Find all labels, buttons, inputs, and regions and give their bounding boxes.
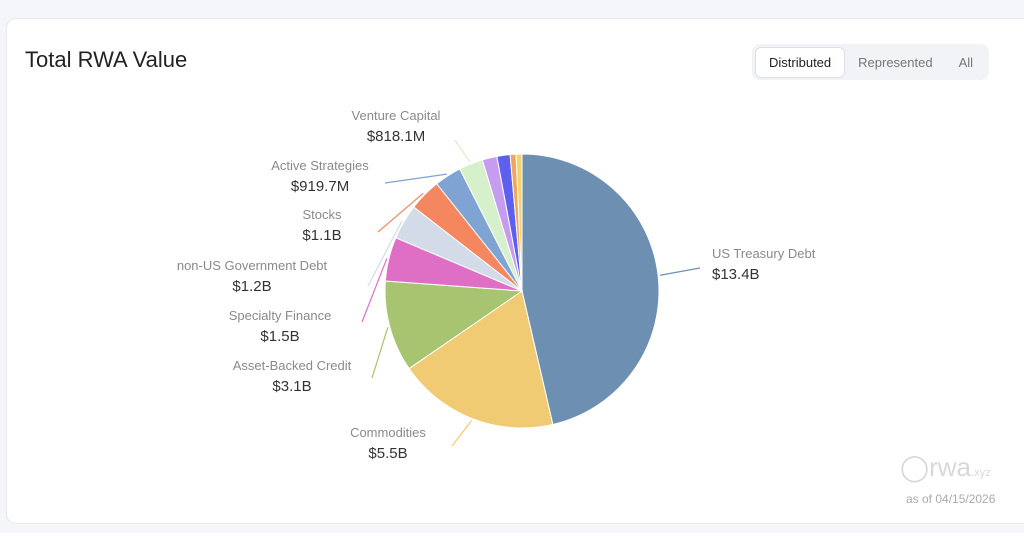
toggle-button[interactable]: All bbox=[958, 54, 974, 70]
slice-value-label: $1.5B bbox=[260, 328, 299, 345]
leader-line bbox=[371, 327, 389, 379]
toggle-button[interactable]: Represented bbox=[858, 54, 933, 70]
slice-label: Stocks bbox=[302, 207, 342, 222]
slice-label: Commodities bbox=[350, 425, 426, 440]
leader-line bbox=[454, 139, 471, 163]
leader-line bbox=[384, 173, 447, 184]
slice-value-label: $1.2B bbox=[232, 278, 271, 295]
slice-value-label: $5.5B bbox=[368, 445, 407, 462]
pie-slice bbox=[408, 290, 554, 429]
pie-slice bbox=[515, 153, 523, 292]
slice-label: Asset-Backed Credit bbox=[233, 358, 352, 373]
slice-value-label: $919.7M bbox=[291, 178, 349, 195]
leader-line bbox=[659, 267, 701, 276]
leader-line bbox=[451, 420, 473, 447]
pie-slice bbox=[521, 153, 660, 426]
brand-logo: ◯rwa.xyz bbox=[900, 452, 991, 482]
leader-line bbox=[361, 258, 388, 323]
slice-label: non-US Government Debt bbox=[177, 258, 328, 273]
brand: rwa bbox=[929, 452, 972, 482]
slice-label: Venture Capital bbox=[352, 108, 441, 123]
leader-line bbox=[367, 220, 403, 287]
as-of-date: as of 04/15/2026 bbox=[906, 492, 996, 506]
card: Total RWA Value Distributed Represented … bbox=[6, 18, 1024, 524]
slice-label: Specialty Finance bbox=[229, 308, 332, 323]
slice-value-label: $13.4B bbox=[712, 266, 760, 283]
pie-slice bbox=[384, 280, 524, 370]
slice-label: Active Strategies bbox=[271, 158, 369, 173]
chart-title: Total RWA Value bbox=[25, 47, 188, 72]
toggle-button[interactable]: Distributed bbox=[755, 46, 846, 78]
toggle-group: Distributed Represented All bbox=[752, 44, 990, 80]
slice-label: US Treasury Debt bbox=[712, 246, 816, 261]
leader-line bbox=[377, 192, 424, 233]
slice-value-label: $818.1M bbox=[367, 128, 425, 145]
brand-suffix: .xyz bbox=[971, 467, 991, 479]
slice-value-label: $3.1B bbox=[272, 378, 311, 395]
slice-value-label: $1.1B bbox=[302, 227, 341, 244]
